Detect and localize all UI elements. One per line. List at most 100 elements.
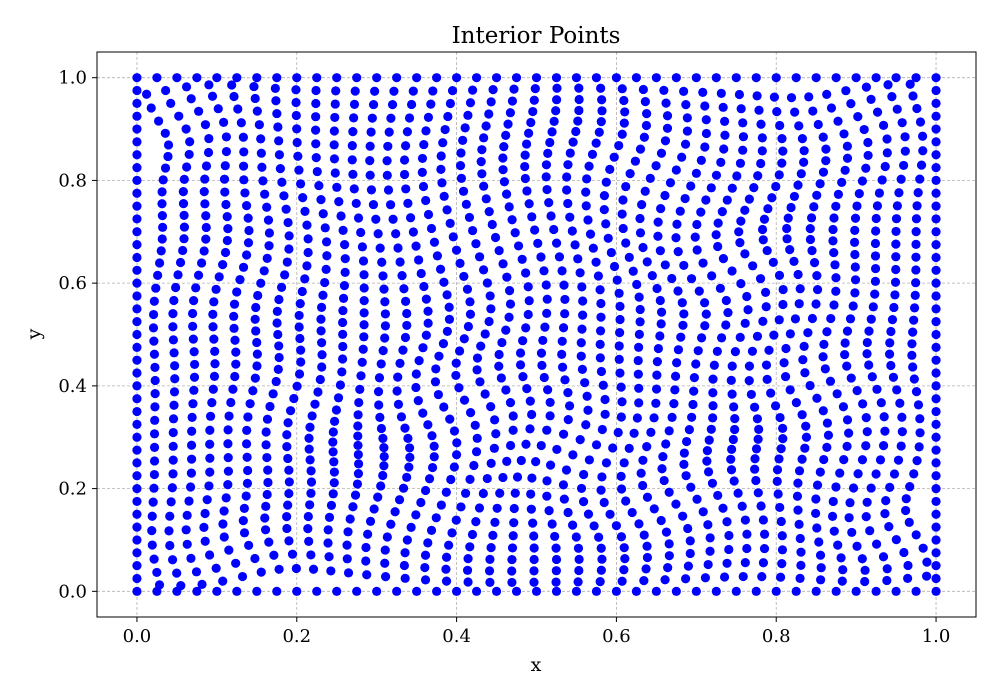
data-point [889, 469, 900, 479]
data-point [931, 227, 941, 237]
data-point [870, 276, 881, 286]
data-point [204, 481, 214, 491]
data-point [878, 120, 889, 130]
data-point [365, 170, 375, 180]
data-point [681, 99, 691, 110]
data-point [882, 134, 892, 144]
data-point [292, 73, 302, 83]
data-point [632, 413, 642, 423]
data-point [293, 151, 303, 161]
data-point [774, 170, 784, 180]
data-point [292, 124, 302, 134]
data-point [850, 249, 860, 260]
data-point [575, 435, 585, 445]
data-point [272, 586, 282, 596]
data-point [785, 245, 795, 255]
data-point [240, 188, 250, 198]
data-point [651, 384, 662, 394]
data-point [897, 118, 907, 128]
data-point [708, 388, 718, 398]
data-point [149, 336, 159, 346]
data-point [449, 462, 459, 472]
data-point [573, 116, 583, 126]
data-point [132, 368, 142, 378]
data-point [132, 265, 142, 275]
data-point [378, 470, 388, 481]
data-point [818, 352, 828, 362]
data-point [451, 450, 462, 460]
data-point [400, 423, 410, 433]
data-point [182, 162, 192, 172]
data-point [546, 211, 556, 221]
data-point [671, 165, 681, 175]
data-point [541, 280, 551, 290]
data-point [132, 188, 142, 198]
data-point [471, 73, 482, 83]
data-point [677, 152, 687, 162]
data-point [861, 163, 871, 173]
data-point [698, 258, 708, 268]
data-point [403, 198, 413, 208]
data-point [442, 205, 452, 215]
data-point [395, 257, 405, 267]
data-point [833, 540, 843, 550]
data-point [374, 400, 384, 410]
data-point [307, 411, 317, 421]
data-point [609, 152, 619, 162]
data-point [655, 246, 665, 256]
data-point [367, 113, 377, 123]
data-point [432, 251, 443, 261]
data-point [476, 157, 486, 167]
data-point [829, 300, 839, 310]
data-point [672, 219, 682, 229]
x-axis-title: x [531, 654, 542, 676]
data-point [481, 194, 491, 204]
data-point [868, 302, 878, 312]
data-point [560, 309, 570, 319]
data-point [438, 138, 448, 148]
data-point [408, 86, 418, 96]
data-point [507, 566, 517, 576]
data-point [359, 308, 369, 318]
data-point [752, 91, 762, 101]
data-point [830, 260, 840, 270]
data-point [469, 460, 479, 471]
data-point [199, 522, 209, 532]
data-point [353, 213, 364, 223]
data-point [508, 425, 518, 435]
data-point [618, 195, 628, 205]
data-point [896, 441, 906, 451]
data-point [760, 287, 771, 297]
data-point [557, 349, 567, 360]
data-point [455, 161, 466, 171]
data-point [621, 238, 631, 248]
data-point [248, 386, 258, 396]
data-point [686, 274, 697, 284]
data-point [441, 564, 451, 574]
data-point [773, 489, 783, 499]
data-point [282, 257, 292, 267]
x-tick-label: 1.0 [922, 626, 951, 647]
data-point [220, 161, 230, 171]
data-point [339, 281, 350, 291]
data-point [757, 146, 767, 156]
data-point [756, 158, 766, 169]
data-point [512, 472, 523, 482]
data-point [740, 515, 750, 525]
data-point [271, 96, 281, 106]
data-point [365, 141, 375, 151]
data-point [168, 322, 178, 332]
data-point [582, 391, 592, 401]
data-point [599, 191, 610, 201]
data-point [782, 223, 792, 234]
data-point [931, 573, 941, 584]
data-point [479, 181, 489, 191]
data-point [451, 515, 461, 525]
data-point [638, 84, 648, 95]
data-point [404, 113, 415, 123]
data-point [888, 372, 899, 382]
data-point [912, 456, 922, 466]
data-point [689, 373, 699, 383]
data-point [326, 500, 337, 510]
